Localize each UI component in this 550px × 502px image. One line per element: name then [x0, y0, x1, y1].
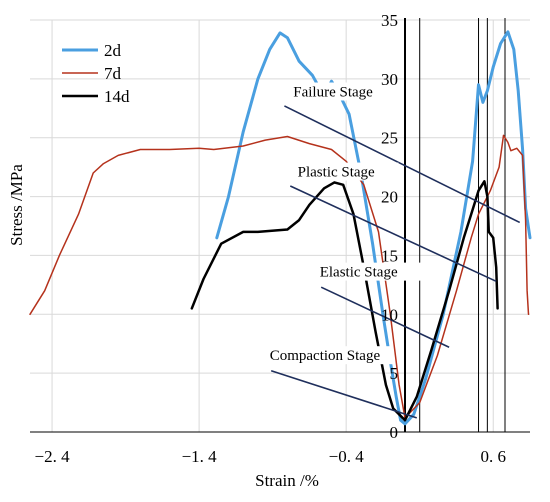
y-tick-label-5: 5 — [390, 364, 399, 383]
series-layer — [29, 30, 532, 426]
annotation-arrow-plastic-stage — [289, 185, 497, 283]
y-tick-label-20: 20 — [381, 188, 398, 207]
annotation-label-plastic-stage: Plastic Stage — [298, 165, 375, 181]
x-tick-label-1: −1. 4 — [182, 447, 218, 466]
legend-label-2d: 2d — [104, 41, 122, 60]
annotation-label-failure-stage: Failure Stage — [293, 85, 373, 101]
legend: 2d 7d 14d — [62, 41, 130, 106]
legend-label-14d: 14d — [104, 87, 130, 106]
annotation-label-bg-failure-stage — [291, 82, 395, 101]
annotation-label-compaction-stage: Compaction Stage — [270, 348, 381, 364]
series-line-7d — [29, 134, 530, 419]
series-line-2d — [215, 30, 532, 426]
y-tick-label-30: 30 — [381, 70, 398, 89]
x-axis-label: Strain /% — [255, 471, 319, 490]
annotation-arrow-compaction-stage — [270, 370, 418, 419]
y-tick-label-10: 10 — [381, 305, 398, 324]
x-tick-label-0: −2. 4 — [35, 447, 71, 466]
vertical-marker-layer — [404, 18, 506, 432]
y-axis-label: Stress /MPa — [7, 164, 26, 246]
annotation-arrow-failure-stage — [284, 105, 521, 224]
annotation-label-bg-plastic-stage — [295, 162, 399, 181]
x-tick-label-2: −0. 4 — [329, 447, 365, 466]
y-tick-label-25: 25 — [381, 129, 398, 148]
annotation-label-bg-compaction-stage — [267, 346, 394, 365]
series-line-14d — [190, 180, 499, 422]
x-tick-label-3: 0. 6 — [480, 447, 506, 466]
annotation-label-elastic-stage: Elastic Stage — [320, 265, 398, 281]
y-tick-label-15: 15 — [381, 246, 398, 265]
y-tick-label-0: 0 — [390, 423, 399, 442]
annotation-label-bg-elastic-stage — [317, 262, 421, 281]
tick-label-layer: 0 5 10 15 20 25 30 35 −2. 4 −1. 4 −0. 4 0. 6 — [35, 11, 506, 466]
y-tick-label-35: 35 — [381, 11, 398, 30]
legend-label-7d: 7d — [104, 64, 122, 83]
annotation-layer: Failure Stage Plastic Stage Elastic Stage C… — [267, 82, 521, 419]
annotation-arrow-elastic-stage — [320, 286, 450, 348]
